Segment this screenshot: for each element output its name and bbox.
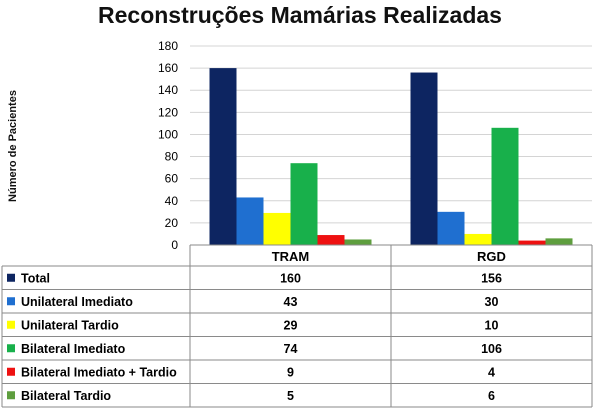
bar [518,240,546,245]
y-tick-label: 0 [171,238,178,252]
data-label: 5 [287,389,294,403]
y-tick-label: 180 [158,39,178,53]
table-row: Bilateral Imediato 74 106 [7,342,502,356]
legend-entry: Total [21,271,50,285]
y-tick-label: 40 [165,194,179,208]
table-header-cell: TRAM [272,249,310,264]
bar [317,235,345,245]
y-tick-label: 140 [158,83,178,97]
legend-entry: Unilateral Imediato [21,295,133,309]
data-table: TRAM RGD Total 160 156 Unilateral Imediato 43 3… [1,244,593,408]
table-row: Unilateral Tardio 29 10 [7,318,498,332]
legend-swatch [7,297,15,306]
legend-swatch [7,391,15,400]
data-label: 160 [280,271,301,285]
data-label: 74 [284,342,298,356]
y-tick-label: 160 [158,61,178,75]
bar [491,127,519,245]
bar [263,212,291,245]
table-header-cell: RGD [477,249,506,264]
bar [236,197,264,245]
y-tick-label: 60 [165,172,179,186]
legend-entry: Bilateral Tardio [21,389,111,403]
bar [437,211,465,245]
legend-swatch [7,273,15,282]
data-label: 6 [488,389,495,403]
bars [209,68,573,246]
data-label: 43 [284,295,298,309]
y-tick-label: 100 [158,127,178,141]
table-row: Bilateral Tardio 5 6 [7,389,495,403]
legend-entry: Bilateral Imediato + Tardio [21,365,177,379]
y-tick-label: 120 [158,105,178,119]
y-tick-labels: 0 20 40 60 80 100 120 140 160 180 [158,39,178,252]
bar [290,163,318,245]
data-label: 156 [481,271,502,285]
y-tick-label: 20 [165,216,179,230]
data-label: 10 [485,318,499,332]
y-tick-label: 80 [165,150,179,164]
data-label: 4 [488,365,495,379]
legend-swatch [7,320,15,329]
table-row: Bilateral Imediato + Tardio 9 4 [7,365,495,379]
bar [344,239,372,245]
legend-entry: Bilateral Imediato [21,342,126,356]
table-row: Unilateral Imediato 43 30 [7,295,498,309]
bar [410,72,438,246]
legend-swatch [7,367,15,376]
legend-entry: Unilateral Tardio [21,318,119,332]
table-row: Total 160 156 [7,271,502,285]
data-label: 106 [481,342,502,356]
chart-title: Reconstruções Mamárias Realizadas [98,2,502,28]
data-label: 30 [485,295,499,309]
bar [209,68,237,245]
bar [464,233,492,245]
legend-swatch [7,344,15,353]
data-label: 9 [287,365,294,379]
bar [545,238,573,245]
data-label: 29 [284,318,298,332]
